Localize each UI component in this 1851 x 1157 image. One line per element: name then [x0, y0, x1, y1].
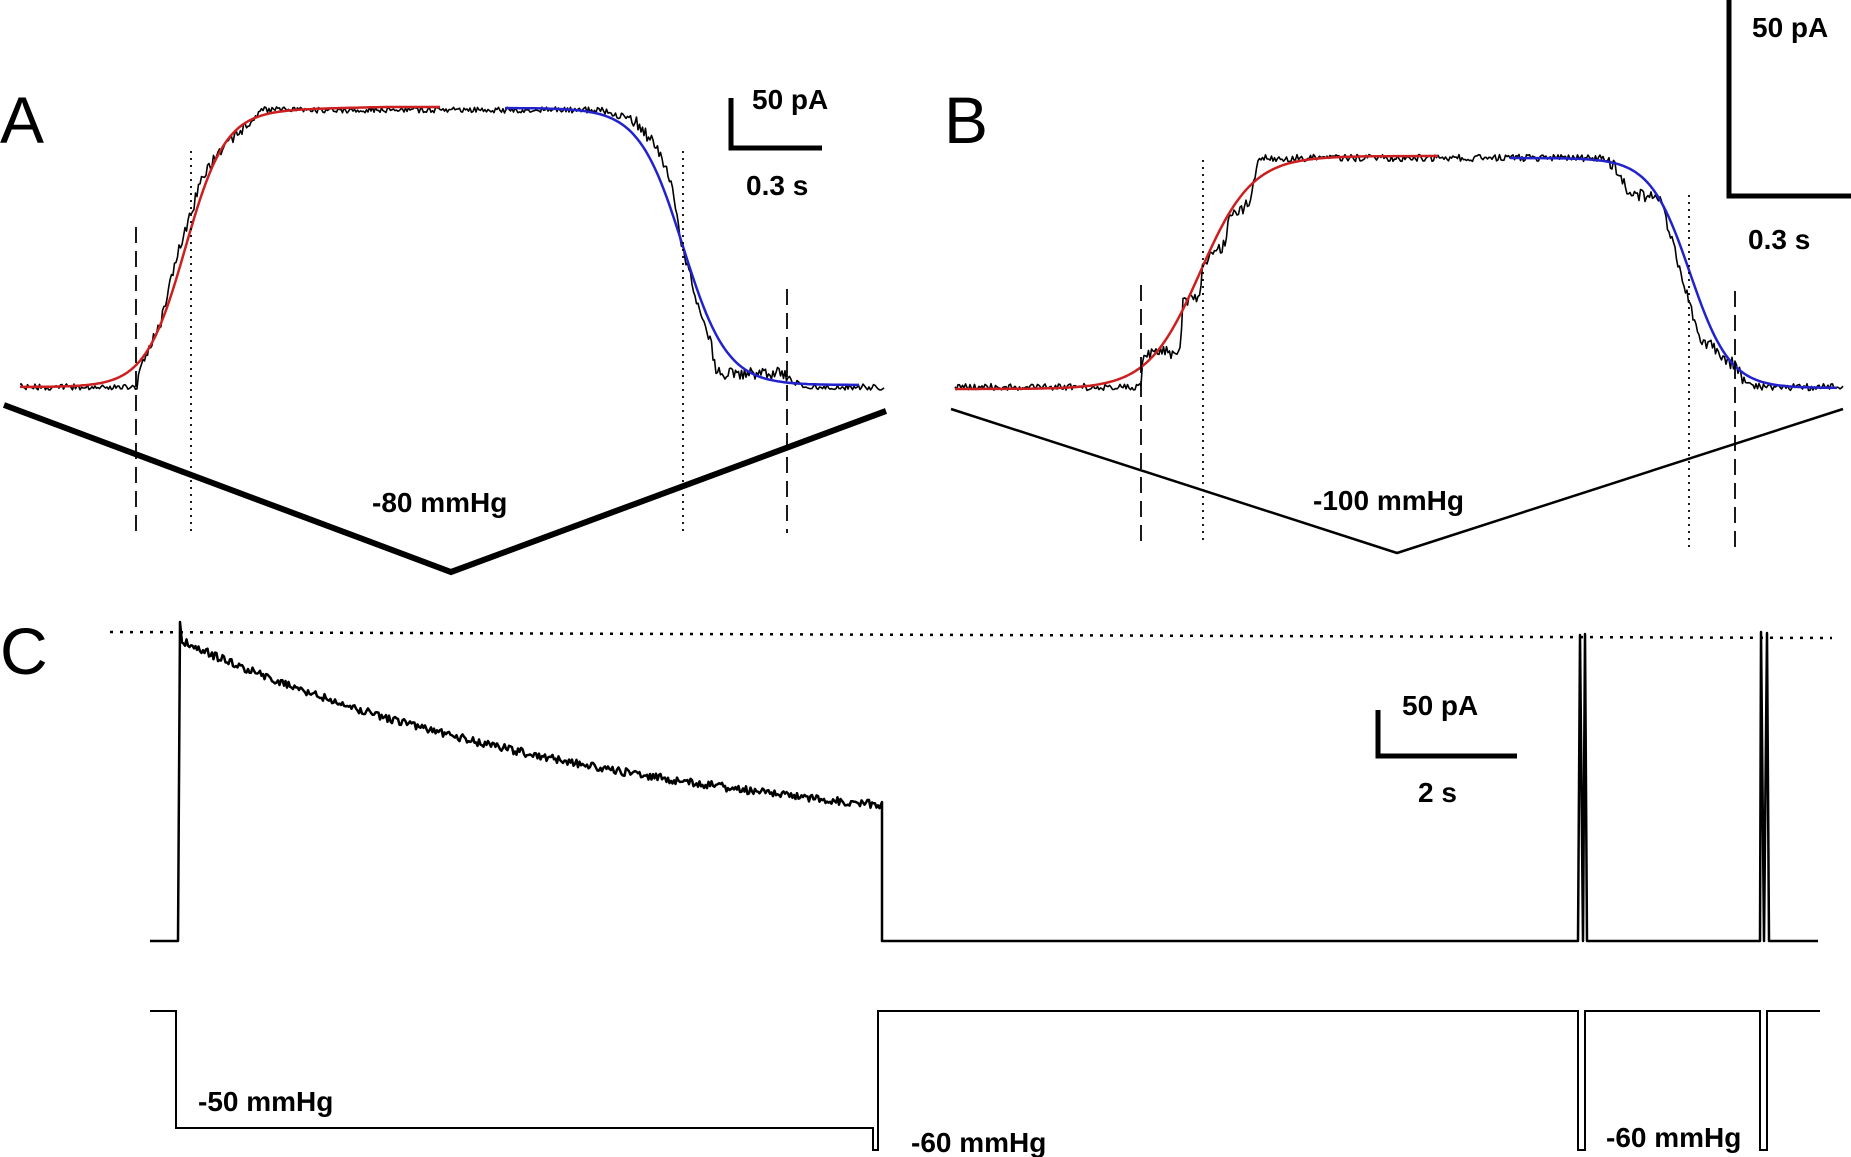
panel-b-pressure-label: -100 mmHg	[1313, 485, 1464, 516]
panel-b-letter: B	[944, 83, 988, 157]
panel-a-scale-current: 50 pA	[752, 84, 828, 115]
panel-c-letter: C	[0, 614, 48, 688]
panel-a-letter: A	[0, 83, 44, 157]
panel-b-scale-current: 50 pA	[1752, 12, 1828, 43]
panel-c: C 50 pA 2 s -50 mmHg -60 mmHg -60 mmHg	[0, 614, 1833, 1157]
panel-b-scale-bar	[1726, 0, 1851, 199]
panel-a: A 50 pA 0.3 s -80 mmHg	[0, 83, 888, 576]
panel-c-pressure-label-3: -60 mmHg	[1606, 1122, 1741, 1153]
panel-b-decay-fit	[1510, 156, 1838, 390]
panel-c-pressure-label-2: -60 mmHg	[911, 1127, 1046, 1157]
panel-a-decay-fit	[505, 106, 859, 387]
panel-c-scale-current: 50 pA	[1402, 690, 1478, 721]
panel-c-current-trace	[150, 620, 1818, 943]
panel-a-current-trace	[20, 106, 885, 391]
panel-a-pressure-label: -80 mmHg	[372, 487, 507, 518]
panel-c-scale-bar	[1375, 710, 1517, 759]
panel-b: B 50 pA 0.3 s -100 mmHg	[944, 0, 1851, 555]
panel-a-scale-bar	[728, 98, 822, 151]
panel-b-scale-time: 0.3 s	[1748, 224, 1810, 255]
panel-a-rise-fit	[20, 105, 440, 389]
panel-a-scale-time: 0.3 s	[746, 170, 808, 201]
panel-c-pressure-protocol	[150, 1010, 1820, 1151]
panel-c-pressure-label-1: -50 mmHg	[198, 1086, 333, 1117]
panel-c-peak-reference-line	[109, 630, 1833, 640]
panel-b-current-trace	[954, 153, 1844, 392]
panel-b-pressure-ramp	[950, 407, 1844, 555]
panel-b-rise-fit	[955, 154, 1438, 391]
panel-a-pressure-ramp	[2, 402, 888, 576]
panel-c-scale-time: 2 s	[1418, 777, 1457, 808]
